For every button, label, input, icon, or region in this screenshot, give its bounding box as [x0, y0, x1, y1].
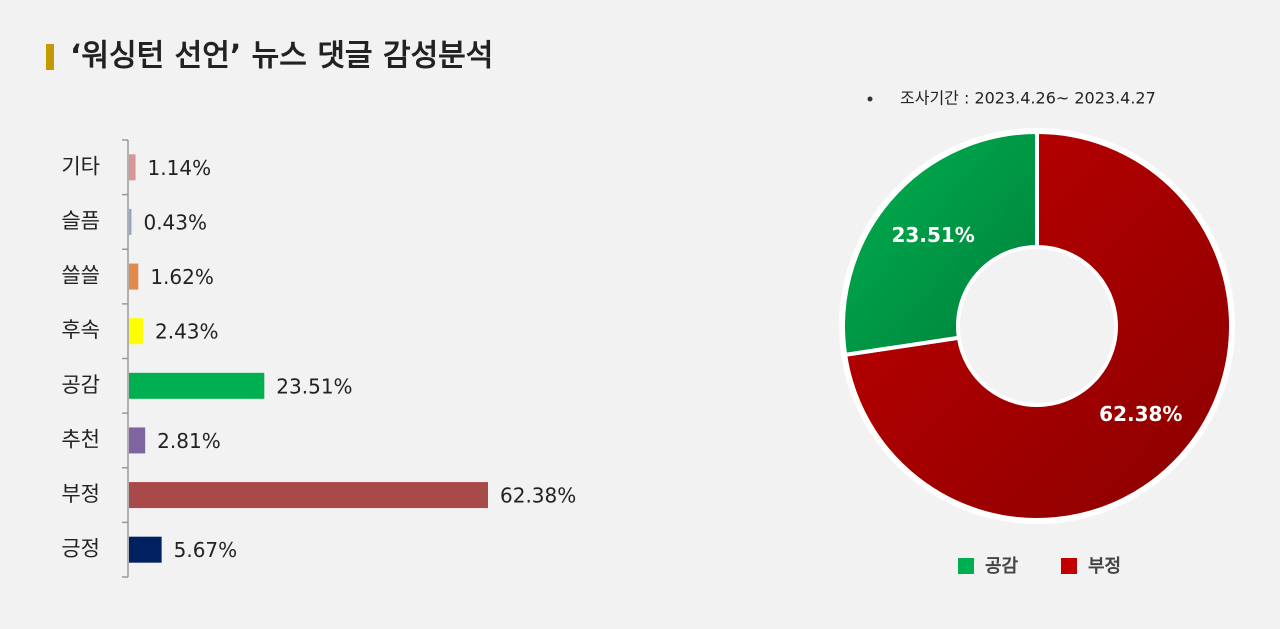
- value-label: 1.14%: [148, 156, 212, 180]
- category-label: 공감: [61, 373, 100, 397]
- legend-swatch: [958, 558, 974, 574]
- note-bullet: [867, 96, 873, 102]
- title: ‘워싱턴 선언’ 뉴스 댓글 감성분석: [70, 39, 493, 74]
- bar: [129, 208, 132, 235]
- category-label: 긍정: [61, 537, 100, 561]
- value-label: 2.43%: [155, 320, 219, 344]
- bar: [129, 427, 146, 454]
- category-label: 슬픔: [61, 209, 100, 233]
- bar: [129, 154, 136, 181]
- slice-label: 62.38%: [1099, 402, 1182, 426]
- value-label: 2.81%: [157, 429, 221, 453]
- value-label: 5.67%: [174, 538, 238, 562]
- note: 조사기간 : 2023.4.26~ 2023.4.27: [900, 89, 1156, 108]
- bar: [129, 318, 143, 345]
- value-label: 23.51%: [276, 374, 352, 398]
- donut-rim: [839, 128, 1235, 524]
- legend-swatch: [1061, 558, 1077, 574]
- donut-slice: [841, 129, 1039, 358]
- bar: [129, 372, 265, 399]
- category-label: 추천: [61, 427, 100, 451]
- bar: [129, 263, 139, 290]
- donut-slice: [842, 129, 1233, 522]
- value-label: 62.38%: [500, 484, 576, 508]
- legend-label: 부정: [1088, 556, 1121, 577]
- category-label: 기타: [61, 154, 100, 178]
- category-label: 부정: [61, 482, 100, 506]
- slice-label: 23.51%: [892, 223, 975, 247]
- value-label: 1.62%: [150, 265, 214, 289]
- legend-label: 공감: [985, 556, 1019, 577]
- title-marker: [46, 44, 54, 70]
- bar: [129, 482, 488, 509]
- bar: [129, 536, 162, 563]
- category-label: 쓸쓸: [61, 264, 100, 288]
- value-label: 0.43%: [143, 210, 207, 234]
- category-label: 후속: [61, 318, 100, 342]
